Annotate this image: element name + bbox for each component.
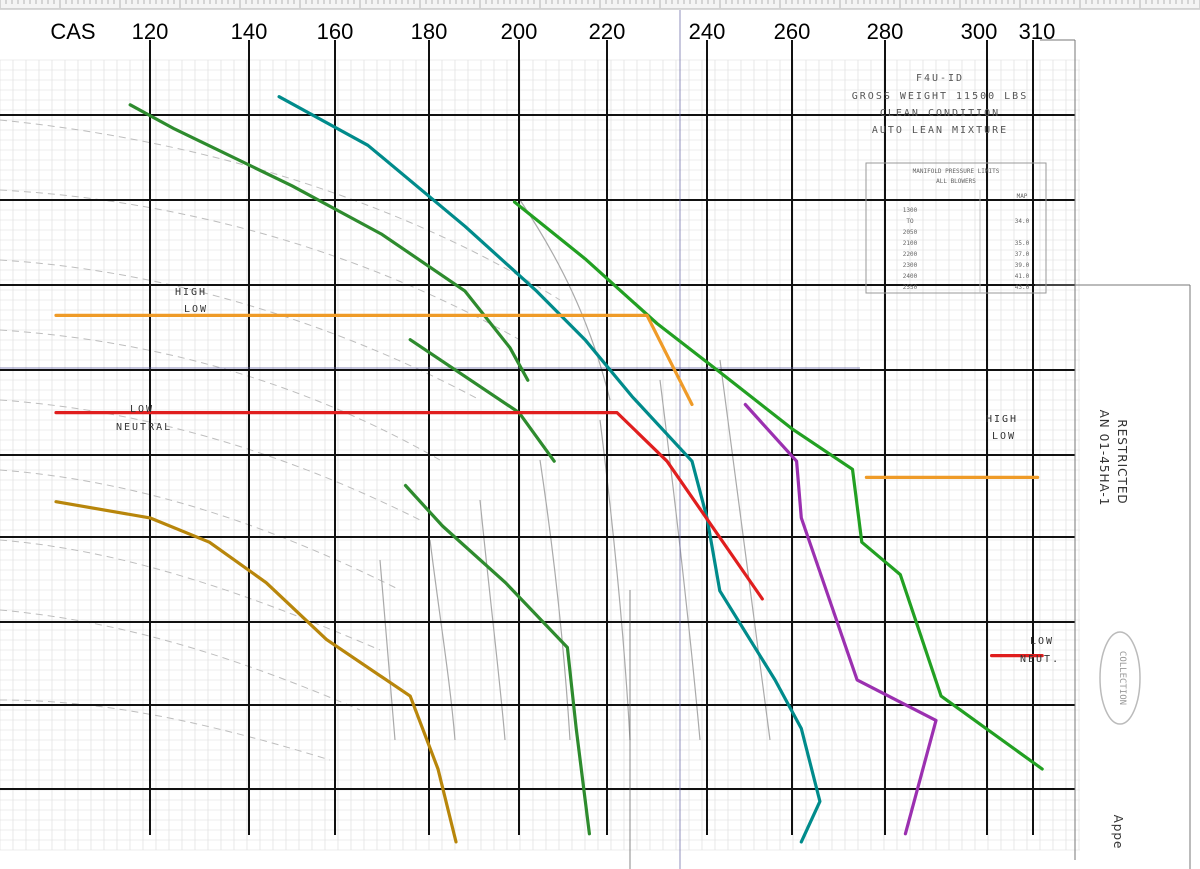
table-map-cell: 41.0	[1015, 273, 1030, 280]
side-text-restricted: RESTRICTED	[1115, 419, 1129, 504]
table-map-cell: 35.0	[1015, 240, 1030, 247]
series-line	[54, 411, 764, 601]
mode-label-group-2: LOW NEUTRAL	[116, 404, 172, 433]
series-line	[54, 500, 458, 844]
series-line	[54, 313, 694, 407]
x-tick-label: 310	[1019, 19, 1056, 44]
table-rpm-cell: 2050	[903, 229, 918, 236]
x-tick-label: 120	[132, 19, 169, 44]
mode-label-group-1: HIGH LOW	[175, 287, 208, 315]
faint-curves	[0, 119, 771, 761]
chart-subtitle-line-2: CLEAN CONDITION	[880, 108, 1000, 119]
table-col-header: MAP	[1017, 193, 1028, 200]
faint-rpm-curve	[719, 359, 771, 741]
x-tick-label: 180	[411, 19, 448, 44]
major-vertical-grid	[149, 40, 1034, 835]
faint-speed-curve	[0, 189, 521, 341]
table-rpm-cell: 2550	[903, 284, 918, 291]
faint-speed-curve	[0, 699, 331, 761]
x-tick-label: 160	[317, 19, 354, 44]
x-tick-label: 220	[589, 19, 626, 44]
table-rows: 1300 TO 34.0 2050 2100 35.0 2200 37.0 2300 39.0 24…	[903, 190, 1030, 293]
mode-label-neutral-2: NEUTRAL	[116, 422, 172, 433]
top-ruler	[0, 0, 1200, 10]
table-title: MANIFOLD PRESSURE LIMITS	[913, 168, 1000, 175]
x-tick-label: 280	[867, 19, 904, 44]
series-line	[128, 103, 530, 382]
manifold-pressure-table: MANIFOLD PRESSURE LIMITS ALL BLOWERS MAP…	[865, 162, 1047, 294]
table-rpm-cell: 2200	[903, 251, 918, 258]
right-margin-text: RESTRICTED AN 01-45HA-1 COLLECTION Appe	[1097, 410, 1141, 850]
table-map-cell: 34.0	[1015, 218, 1030, 225]
faint-speed-curve	[0, 119, 561, 301]
table-rpm-cell: 2300	[903, 262, 918, 269]
x-axis-label: CAS	[50, 19, 95, 44]
major-horizontal-grid	[0, 114, 1075, 790]
x-tick-label: 200	[501, 19, 538, 44]
mode-label-group-3: HIGH LOW	[986, 414, 1018, 442]
faint-speed-curve	[0, 539, 381, 651]
faint-rpm-curve	[429, 539, 456, 741]
mode-label-low-3: LOW	[992, 431, 1016, 442]
table-subtitle: ALL BLOWERS	[936, 178, 976, 185]
stamp-text: COLLECTION	[1117, 651, 1127, 705]
faint-speed-curve	[0, 399, 421, 521]
faint-speed-curve	[0, 469, 401, 591]
faint-rpm-curve	[379, 559, 396, 741]
table-rpm-cell: 2100	[903, 240, 918, 247]
table-map-cell: 43.0	[1015, 284, 1030, 291]
corner-text: Appe	[1111, 815, 1125, 850]
x-tick-label: 300	[961, 19, 998, 44]
faint-speed-curve	[0, 259, 481, 401]
chart-subtitle-line-1: GROSS WEIGHT 11500 LBS	[852, 91, 1028, 102]
faint-speed-curve	[0, 329, 441, 461]
x-tick-label: 240	[689, 19, 726, 44]
faint-rpm-curve	[539, 459, 571, 741]
mode-label-low-1: LOW	[184, 304, 208, 315]
x-tick-label: 260	[774, 19, 811, 44]
series-line	[277, 95, 822, 844]
mode-label-neut-4: NEUT.	[1020, 654, 1060, 665]
x-tick-labels: 120 140 160 180 200 220 240 260 280 300 310	[132, 19, 1056, 44]
mode-label-low-2: LOW	[130, 404, 154, 415]
mode-label-high-1: HIGH	[175, 287, 207, 298]
mode-label-low-4: LOW	[1030, 636, 1054, 647]
table-rpm-cell: TO	[906, 218, 914, 225]
series-line	[743, 402, 938, 836]
series-line	[403, 483, 592, 836]
faint-speed-curve	[0, 609, 361, 711]
series-line	[512, 200, 1044, 771]
table-map-cell: 37.0	[1015, 251, 1030, 258]
series-layer	[54, 95, 1044, 844]
chart-title: F4U-ID	[916, 73, 964, 84]
mode-label-group-4: LOW NEUT.	[1020, 636, 1060, 665]
table-rpm-cell: 2400	[903, 273, 918, 280]
x-tick-label: 140	[231, 19, 268, 44]
side-text-document-id: AN 01-45HA-1	[1097, 410, 1111, 507]
table-rpm-cell: 1300	[903, 207, 918, 214]
faint-rpm-curve	[519, 199, 611, 401]
document-title-block: F4U-ID GROSS WEIGHT 11500 LBS CLEAN COND…	[852, 73, 1028, 136]
faint-rpm-curve	[599, 419, 631, 741]
mode-label-high-3: HIGH	[986, 414, 1018, 425]
table-frame	[865, 162, 1047, 294]
chart-subtitle-line-3: AUTO LEAN MIXTURE	[872, 125, 1008, 136]
collection-stamp	[1099, 631, 1141, 725]
table-map-cell: 39.0	[1015, 262, 1030, 269]
faint-rpm-curve	[659, 379, 701, 741]
